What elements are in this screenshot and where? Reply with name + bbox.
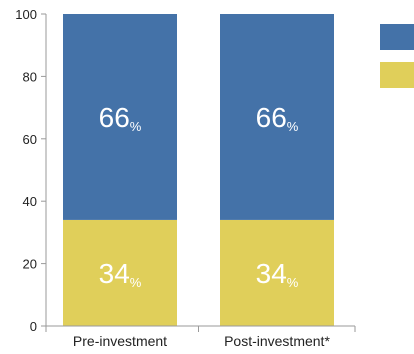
- bar-segment-1-0: [220, 219, 334, 326]
- data-label-1-0: 34%: [256, 258, 299, 290]
- x-tick-label-1: Post-investment*: [224, 333, 330, 349]
- y-tick-label-0: 0: [30, 319, 37, 334]
- y-tick-label-3: 60: [23, 132, 37, 147]
- y-tick-label-1: 20: [23, 257, 37, 272]
- data-labels-group: 34% 66% 34% 66%: [99, 102, 299, 290]
- legend-swatch-0: [380, 24, 414, 50]
- data-label-1-1: 66%: [256, 102, 299, 134]
- data-label-0-1: 66%: [99, 102, 142, 134]
- legend-swatch-1: [380, 62, 414, 88]
- axes-group: Pre-investment Post-investment* 0 20 40 60 80 1…: [15, 7, 356, 349]
- y-tick-label-2: 40: [23, 194, 37, 209]
- data-label-0-0: 34%: [99, 258, 142, 290]
- legend: [380, 24, 414, 88]
- bars-group: [63, 14, 334, 326]
- bar-segment-0-0: [63, 219, 177, 326]
- x-tick-label-0: Pre-investment: [73, 333, 167, 349]
- bar-segment-0-1: [63, 14, 177, 220]
- bar-segment-1-1: [220, 14, 334, 220]
- y-tick-label-4: 80: [23, 69, 37, 84]
- y-tick-label-5: 100: [15, 7, 37, 22]
